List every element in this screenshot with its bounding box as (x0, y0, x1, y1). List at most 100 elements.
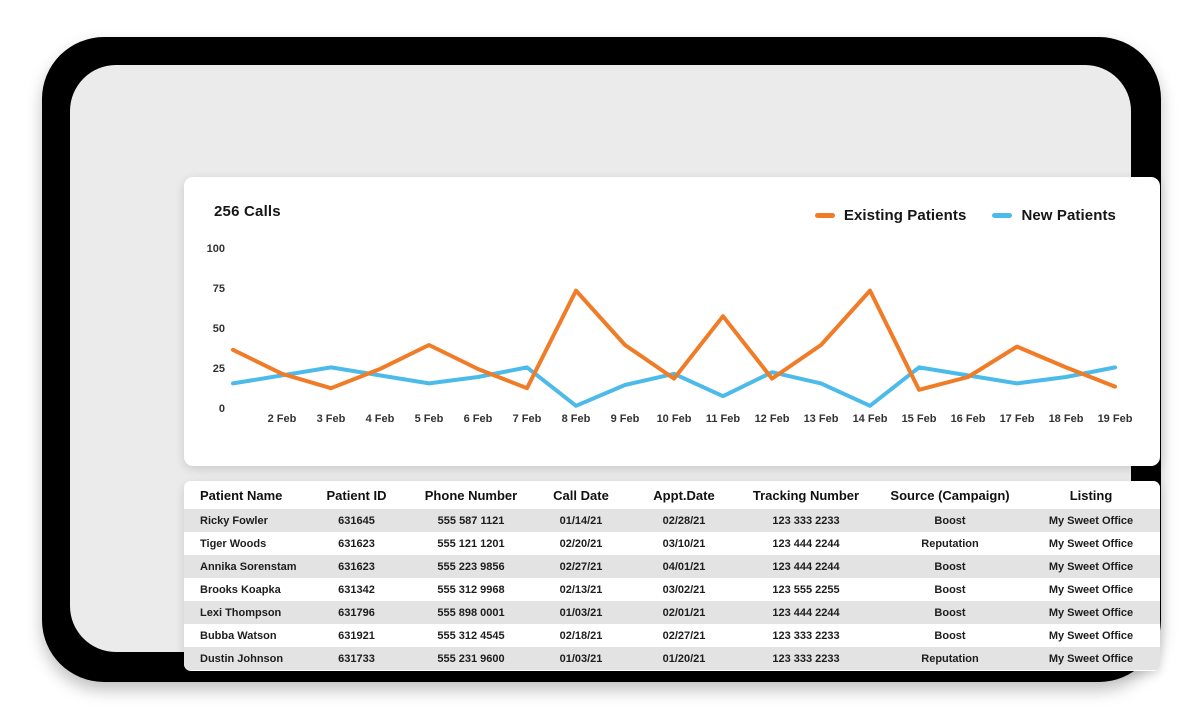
x-axis-label-15-feb: 15 Feb (901, 413, 937, 425)
table-cell: Boost (934, 514, 966, 527)
x-axis-label-18-feb: 18 Feb (1048, 413, 1084, 425)
table-cell: Dustin Johnson (200, 652, 284, 665)
x-axis-label-4-feb: 4 Feb (365, 413, 395, 425)
table-row: Tiger Woods 631623 555 121 1201 02/20/21 03/… (184, 532, 1160, 555)
x-axis-label-13-feb: 13 Feb (803, 413, 839, 425)
gray-panel: 256 Calls Existing Patients New Patients… (70, 65, 1160, 671)
table-cell: 555 312 4545 (437, 629, 505, 642)
x-axis-label-7-feb: 7 Feb (512, 413, 542, 425)
table-cell: 123 444 2244 (772, 560, 840, 573)
x-axis-label-19-feb: 19 Feb (1097, 413, 1133, 425)
legend-item-new-patients: New Patients (992, 207, 1116, 224)
table-cell: 631796 (338, 606, 375, 619)
x-axis-label-14-feb: 14 Feb (852, 413, 888, 425)
table-cell: 631921 (338, 629, 375, 642)
table-cell: 02/20/21 (559, 537, 603, 550)
table-header-cell-source-campaign-: Source (Campaign) (878, 481, 1022, 509)
chart-title: 256 Calls (214, 203, 281, 220)
y-axis-tick-25: 25 (212, 363, 225, 375)
table-cell: Brooks Koapka (200, 583, 281, 596)
table-row: Ricky Fowler 631645 555 587 1121 01/14/21 02… (184, 509, 1160, 532)
table-cell: Boost (934, 629, 966, 642)
table-cell: 555 223 9856 (437, 560, 505, 573)
x-axis-label-2-feb: 2 Feb (267, 413, 297, 425)
table-cell: 123 333 2233 (772, 514, 840, 527)
y-axis-tick-0: 0 (218, 403, 225, 415)
table-header-cell-patient-name: Patient Name (184, 481, 299, 509)
x-axis-label-3-feb: 3 Feb (316, 413, 346, 425)
table-header-cell-call-date: Call Date (528, 481, 634, 509)
calls-chart-card: 256 Calls Existing Patients New Patients… (184, 177, 1160, 466)
table-cell: My Sweet Office (1048, 583, 1134, 596)
y-axis-tick-50: 50 (212, 323, 225, 335)
table-cell: 555 312 9968 (437, 583, 505, 596)
table-cell: 123 555 2255 (772, 583, 840, 596)
table-cell: Boost (934, 560, 966, 573)
y-axis-tick-75: 75 (212, 283, 225, 295)
x-axis-label-11-feb: 11 Feb (705, 413, 741, 425)
table-header-cell-patient-id: Patient ID (299, 481, 414, 509)
table-cell: 123 444 2244 (772, 537, 840, 550)
x-axis-label-9-feb: 9 Feb (610, 413, 640, 425)
table-cell: 631733 (338, 652, 375, 665)
table-header-cell-tracking-number: Tracking Number (734, 481, 878, 509)
table-row: Lexi Thompson 631796 555 898 0001 01/03/21 0… (184, 601, 1160, 624)
table-cell: My Sweet Office (1048, 537, 1134, 550)
table-cell: 02/13/21 (559, 583, 603, 596)
table-row: Brooks Koapka 631342 555 312 9968 02/13/21 0… (184, 578, 1160, 601)
table-header-cell-phone-number: Phone Number (414, 481, 528, 509)
table-cell: My Sweet Office (1048, 606, 1134, 619)
table-cell: 631623 (338, 560, 375, 573)
table-cell: Bubba Watson (200, 629, 277, 642)
table-cell: 02/27/21 (559, 560, 603, 573)
table-cell: Reputation (921, 537, 979, 550)
table-row: Annika Sorenstam 631623 555 223 9856 02/27/… (184, 555, 1160, 578)
table-cell: 631342 (338, 583, 375, 596)
table-cell: 03/10/21 (662, 537, 706, 550)
table-cell: Ricky Fowler (200, 514, 268, 527)
patients-table: Patient Name Patient ID Phone Number Call D… (184, 481, 1160, 670)
table-cell: 02/27/21 (662, 629, 706, 642)
x-axis-label-16-feb: 16 Feb (950, 413, 986, 425)
table-cell: 631645 (338, 514, 375, 527)
table-cell: Annika Sorenstam (200, 560, 297, 573)
table-cell: 01/14/21 (559, 514, 603, 527)
table-row: Bubba Watson 631921 555 312 4545 02/18/21 02… (184, 624, 1160, 647)
table-cell: 01/03/21 (559, 652, 603, 665)
table-cell: 123 444 2244 (772, 606, 840, 619)
patients-table-card: Patient Name Patient ID Phone Number Call D… (184, 481, 1160, 671)
table-cell: 01/20/21 (662, 652, 706, 665)
table-cell: 123 333 2233 (772, 629, 840, 642)
x-axis-label-6-feb: 6 Feb (463, 413, 493, 425)
table-cell: 555 587 1121 (437, 514, 505, 527)
existing-patients-line-swatch-icon (814, 213, 835, 218)
table-cell: My Sweet Office (1048, 629, 1134, 642)
table-cell: 01/03/21 (559, 606, 603, 619)
table-cell: My Sweet Office (1048, 514, 1134, 527)
table-cell: 02/28/21 (662, 514, 706, 527)
x-axis-label-8-feb: 8 Feb (561, 413, 591, 425)
legend-item-existing-patients: Existing Patients (814, 207, 967, 224)
table-cell: Reputation (921, 652, 979, 665)
table-cell: 02/01/21 (662, 606, 706, 619)
table-cell: My Sweet Office (1048, 560, 1134, 573)
calls-line-chart (231, 288, 1117, 408)
table-cell: 123 333 2233 (772, 652, 840, 665)
table-cell: Tiger Woods (200, 537, 267, 550)
new-patients-line-swatch-icon (992, 213, 1013, 218)
y-axis-tick-100: 100 (206, 243, 225, 255)
x-axis-label-17-feb: 17 Feb (999, 413, 1035, 425)
table-header-cell-appt-date: Appt.Date (634, 481, 734, 509)
table-cell: Lexi Thompson (200, 606, 282, 619)
x-axis-label-5-feb: 5 Feb (414, 413, 444, 425)
table-header-cell-listing: Listing (1022, 481, 1160, 509)
table-cell: My Sweet Office (1048, 652, 1134, 665)
x-axis-label-12-feb: 12 Feb (754, 413, 790, 425)
chart-line-existing-patients (231, 288, 1117, 392)
table-cell: 04/01/21 (662, 560, 706, 573)
table-cell: 555 121 1201 (437, 537, 505, 550)
chart-legend: Existing Patients New Patients (814, 207, 1116, 224)
table-cell: Boost (934, 583, 966, 596)
table-cell: 555 898 0001 (437, 606, 505, 619)
